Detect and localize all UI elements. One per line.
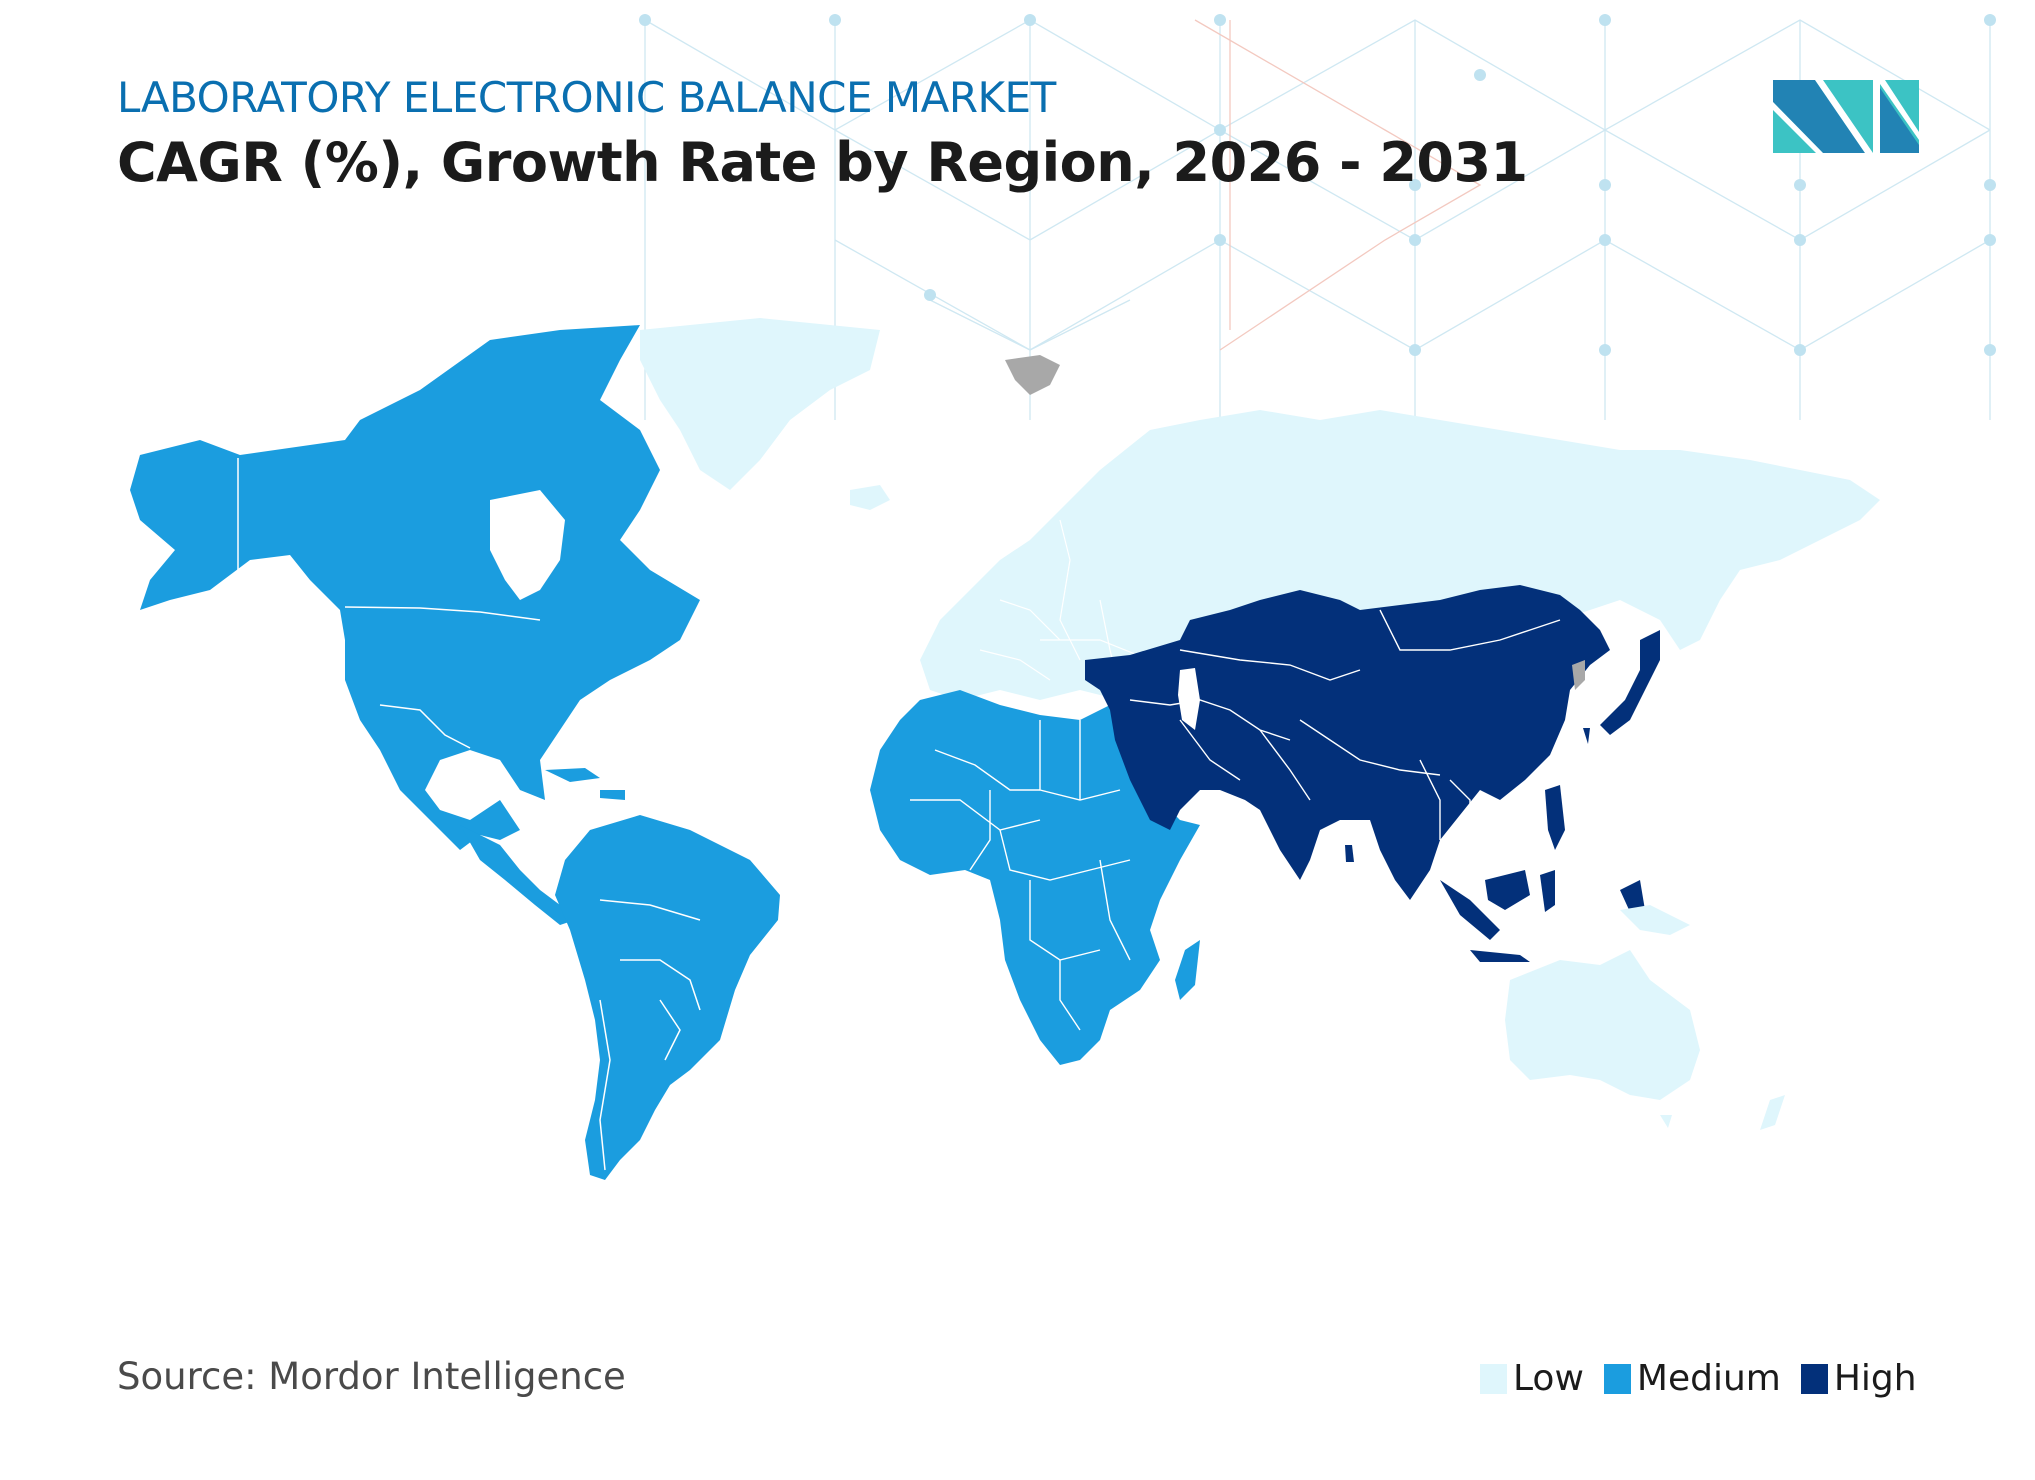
region-europe-russia[interactable] (920, 410, 1880, 700)
chart-title: CAGR (%), Growth Rate by Region, 2026 - … (117, 131, 1528, 194)
mordor-intelligence-logo-icon (1773, 80, 1919, 153)
background-network-pattern (639, 14, 1996, 420)
region-greenland[interactable] (640, 318, 880, 490)
legend-label-low: Low (1513, 1358, 1584, 1399)
chart-header: LABORATORY ELECTRONIC BALANCE MARKET CAG… (117, 72, 1528, 198)
legend-swatch-low (1480, 1363, 1507, 1394)
region-oceania[interactable] (1505, 950, 1700, 1100)
map-legend: Low Medium High (1480, 1358, 1937, 1399)
region-africa[interactable] (870, 690, 1200, 1065)
legend-item-high: High (1800, 1358, 1917, 1399)
source-label: Source: Mordor Intelligence (117, 1355, 626, 1398)
legend-item-low: Low (1480, 1358, 1584, 1399)
legend-label-medium: Medium (1636, 1358, 1781, 1399)
legend-swatch-medium (1603, 1363, 1631, 1394)
region-north-america[interactable] (130, 325, 700, 850)
region-south-america[interactable] (555, 815, 780, 1180)
world-choropleth-map (130, 318, 1880, 1180)
chart-subtitle: LABORATORY ELECTRONIC BALANCE MARKET (117, 73, 1056, 122)
legend-item-medium: Medium (1603, 1358, 1781, 1399)
region-asia-high[interactable] (1085, 585, 1610, 900)
legend-swatch-high (1800, 1363, 1828, 1394)
legend-label-high: High (1833, 1358, 1917, 1399)
